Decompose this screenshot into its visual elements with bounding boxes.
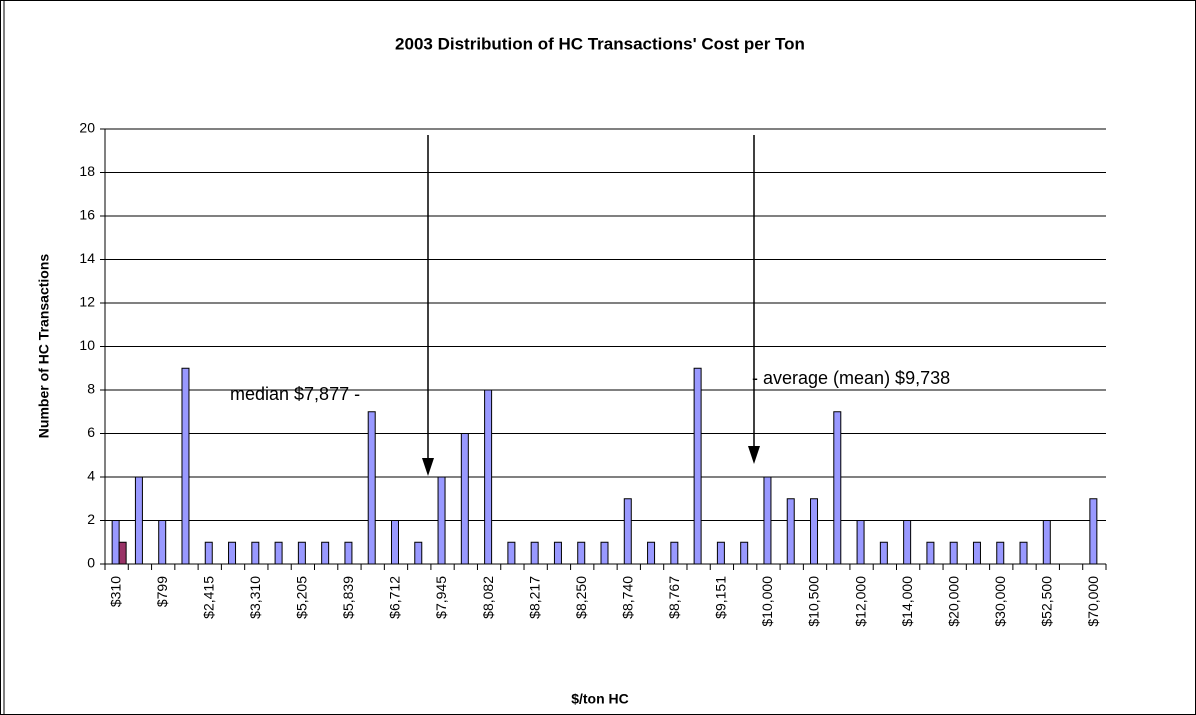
bar [228, 541, 237, 565]
y-tick-label: 10 [79, 337, 95, 353]
bar [460, 433, 469, 565]
bar [903, 520, 912, 565]
bar [274, 541, 283, 565]
x-tick-label: $5,839 [340, 576, 356, 619]
bar [158, 520, 167, 565]
arrow [422, 135, 760, 476]
y-tick-label: 8 [87, 381, 95, 397]
bar [390, 520, 399, 565]
x-tick-label: $20,000 [945, 576, 961, 627]
bar [437, 476, 446, 565]
bar [484, 389, 493, 565]
bar [1042, 520, 1051, 565]
bar [833, 411, 842, 565]
bar [810, 498, 819, 565]
bar [251, 541, 260, 565]
bar [647, 541, 656, 565]
bar [996, 541, 1005, 565]
bar [297, 541, 306, 565]
x-tick-label: $30,000 [992, 576, 1008, 627]
x-tick-label: $12,000 [852, 576, 868, 627]
bar [670, 541, 679, 565]
x-tick-label: $8,217 [526, 576, 542, 619]
bar [577, 541, 586, 565]
x-tick-label: $10,000 [759, 576, 775, 627]
bar [134, 476, 143, 565]
bar [204, 541, 213, 565]
x-tick-label: $799 [154, 576, 170, 607]
chart-title: 2003 Distribution of HC Transactions' Co… [395, 34, 805, 53]
y-tick-label: 14 [79, 250, 95, 266]
x-tick-label: $70,000 [1085, 576, 1101, 627]
x-tick-label: $310 [107, 576, 123, 607]
bar [530, 541, 539, 565]
x-tick-label: $14,000 [899, 576, 915, 627]
y-tick-label: 0 [87, 555, 95, 571]
bar [344, 541, 353, 565]
bar [1019, 541, 1028, 565]
bar [972, 541, 981, 565]
bar [949, 541, 958, 565]
x-tick-label: $6,712 [387, 576, 403, 619]
bar [786, 498, 795, 565]
bar [118, 541, 127, 565]
y-tick-label: 20 [79, 120, 95, 136]
x-tick-label: $2,415 [200, 576, 216, 619]
x-tick-label: $9,151 [713, 576, 729, 619]
bar [367, 411, 376, 565]
bar [693, 367, 702, 565]
bar [414, 541, 423, 565]
x-tick-label: $8,250 [573, 576, 589, 619]
x-tick-label: $5,205 [294, 576, 310, 619]
annotation: median $7,877 - [230, 384, 360, 404]
bar [740, 541, 749, 565]
y-tick-label: 6 [87, 424, 95, 440]
x-tick-label: $7,945 [433, 576, 449, 619]
y-tick-label: 12 [79, 294, 95, 310]
x-tick-label: $8,740 [619, 576, 635, 619]
y-axis-label: Number of HC Transactions [36, 254, 52, 439]
annotation: - average (mean) $9,738 [752, 368, 950, 388]
bar [1089, 498, 1098, 565]
y-tick-label: 16 [79, 207, 95, 223]
x-tick-label: $10,500 [806, 576, 822, 627]
x-tick-label: $8,767 [666, 576, 682, 619]
bar [926, 541, 935, 565]
bar [507, 541, 516, 565]
bar [553, 541, 562, 565]
bar [623, 498, 632, 565]
x-tick-label: $52,500 [1039, 576, 1055, 627]
bar [111, 520, 120, 565]
bar [321, 541, 330, 565]
y-tick-label: 2 [87, 511, 95, 527]
x-axis-label: $/ton HC [571, 691, 629, 707]
bar [716, 541, 725, 565]
y-tick-label: 18 [79, 163, 95, 179]
bar [879, 541, 888, 565]
bar [600, 541, 609, 565]
bar [856, 520, 865, 565]
x-tick-label: $3,310 [247, 576, 263, 619]
bar [181, 367, 190, 565]
x-tick-label: $8,082 [480, 576, 496, 619]
bar [763, 476, 772, 565]
y-tick-label: 4 [87, 468, 95, 484]
